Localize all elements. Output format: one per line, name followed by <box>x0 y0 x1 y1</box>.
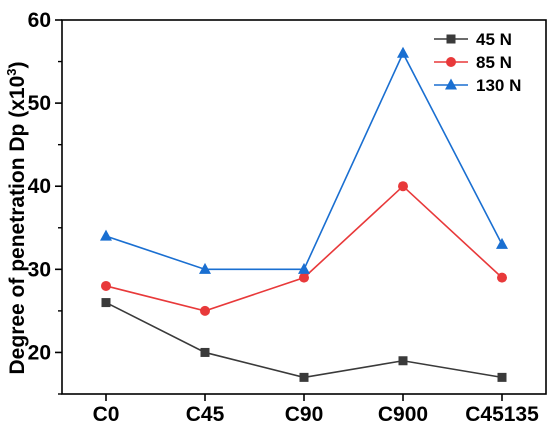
tick-labels: 20 30 40 50 60 C0 C45 C90 C900 C45135 <box>28 9 539 426</box>
x-tick-label: C45135 <box>465 403 539 426</box>
legend-marker <box>446 57 456 67</box>
data-point <box>298 262 310 274</box>
x-tick-label: C45 <box>186 403 225 426</box>
series-line <box>105 301 503 379</box>
y-tick-label: 60 <box>28 9 51 32</box>
data-point <box>299 372 309 382</box>
legend-label: 130 N <box>476 76 521 95</box>
y-tick-label: 50 <box>28 92 51 115</box>
data-point <box>497 372 507 382</box>
y-tick-label: 20 <box>28 341 51 364</box>
legend-item: 130 N <box>434 76 521 95</box>
y-axis-title-close: ) <box>6 62 29 69</box>
data-point <box>397 46 409 58</box>
y-axis-title: Degree of penetration Dp (x103) <box>4 62 29 375</box>
series-130-n <box>100 46 508 274</box>
y-axis-title-exponent: 3 <box>4 69 19 76</box>
data-point <box>398 356 408 366</box>
legend-item: 45 N <box>434 30 512 49</box>
y-tick-label: 30 <box>28 258 51 281</box>
data-point <box>398 181 408 192</box>
data-point <box>101 280 111 291</box>
data-point <box>299 272 309 283</box>
plot-frame <box>61 19 547 395</box>
axes <box>61 19 547 395</box>
data-point <box>199 262 211 274</box>
series-lines <box>100 46 508 382</box>
y-tick-label: 40 <box>28 175 51 198</box>
data-point <box>101 298 111 308</box>
data-point <box>100 229 112 241</box>
series-85-n <box>101 181 507 316</box>
data-point <box>497 272 507 283</box>
data-point <box>200 347 210 357</box>
data-point <box>200 305 210 316</box>
series-45-n <box>101 298 507 382</box>
data-point <box>496 237 508 249</box>
x-tick-label: C90 <box>285 403 324 426</box>
legend: 45 N 85 N 130 N <box>434 30 521 95</box>
legend-marker <box>445 78 457 90</box>
y-axis-title-main: Degree of penetration Dp (x10 <box>6 76 29 375</box>
x-tick-label: C900 <box>378 403 428 426</box>
legend-label: 85 N <box>476 53 512 72</box>
series-line <box>105 185 503 312</box>
legend-label: 45 N <box>476 30 512 49</box>
x-tick-label: C0 <box>93 403 120 426</box>
legend-item: 85 N <box>434 53 512 72</box>
legend-marker <box>446 34 456 44</box>
